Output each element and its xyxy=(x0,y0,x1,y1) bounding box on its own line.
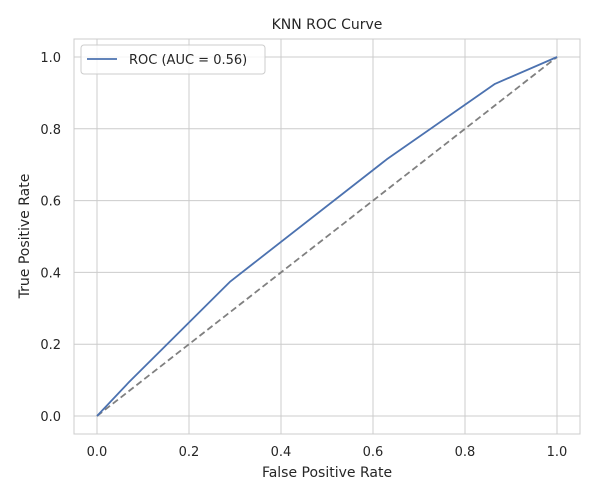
x-tick-label: 0.6 xyxy=(363,445,384,460)
y-axis-label: True Positive Rate xyxy=(17,174,33,300)
x-tick-label: 0.8 xyxy=(455,445,476,460)
y-tick-labels: 0.0 0.2 0.4 0.6 0.8 1.0 xyxy=(40,51,61,425)
x-tick-label: 1.0 xyxy=(547,445,568,460)
y-tick-label: 0.4 xyxy=(40,266,61,281)
x-tick-label: 0.4 xyxy=(271,445,292,460)
plot-frame xyxy=(73,38,581,435)
chance-diagonal-line xyxy=(96,56,558,417)
y-tick-label: 0.0 xyxy=(40,410,61,425)
y-tick-label: 0.6 xyxy=(40,195,61,210)
y-tick-label: 1.0 xyxy=(40,51,61,66)
x-tick-label: 0.2 xyxy=(179,445,200,460)
roc-curve-line xyxy=(96,56,558,417)
legend-box xyxy=(80,44,266,75)
x-tick-labels: 0.0 0.2 0.4 0.6 0.8 1.0 xyxy=(87,445,568,460)
y-tick-label: 0.2 xyxy=(40,338,61,353)
x-tick-label: 0.0 xyxy=(87,445,108,460)
x-axis-label: False Positive Rate xyxy=(262,465,392,481)
legend: ROC (AUC = 0.56) xyxy=(80,44,266,75)
y-tick-label: 0.8 xyxy=(40,123,61,138)
series-layer xyxy=(96,56,558,417)
chart-title: KNN ROC Curve xyxy=(272,17,383,33)
legend-label-roc: ROC (AUC = 0.56) xyxy=(129,53,247,68)
